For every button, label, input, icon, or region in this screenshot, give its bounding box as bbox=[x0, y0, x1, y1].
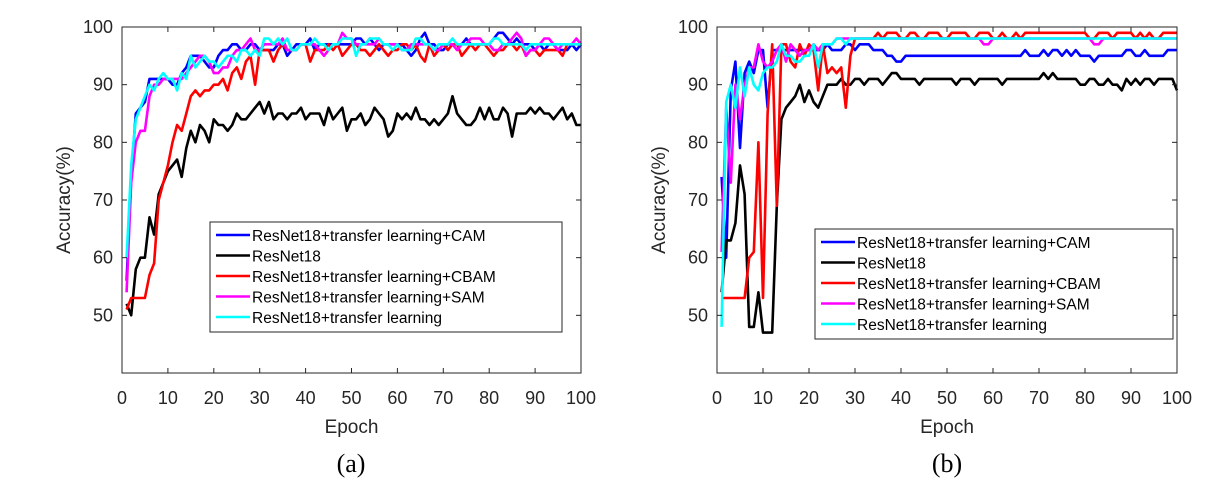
x-tick-label: 80 bbox=[479, 388, 499, 408]
x-tick-label: 20 bbox=[204, 388, 224, 408]
series-line-0 bbox=[720, 42, 1177, 260]
y-tick-label: 50 bbox=[93, 305, 113, 325]
x-tick-label: 60 bbox=[983, 388, 1003, 408]
y-tick-label: 100 bbox=[678, 17, 708, 37]
series-line-1 bbox=[125, 94, 581, 317]
series-lines bbox=[720, 31, 1179, 334]
x-axis: 0 10 20 30 40 50 60 70 80 90 100 bbox=[117, 27, 596, 408]
y-axis-label: Accuracy(%) bbox=[649, 146, 670, 254]
legend: ResNet18+transfer learning+CAM ResNet18 Re… bbox=[814, 228, 1174, 340]
x-tick-label: 50 bbox=[937, 388, 957, 408]
x-tick-label: 60 bbox=[387, 388, 407, 408]
legend-entry: ResNet18 bbox=[857, 256, 926, 273]
y-tick-label: 60 bbox=[93, 248, 113, 268]
x-tick-label: 20 bbox=[799, 388, 819, 408]
y-tick-label: 60 bbox=[688, 248, 708, 268]
x-tick-label: 70 bbox=[433, 388, 453, 408]
x-tick-label: 30 bbox=[845, 388, 865, 408]
legend-box bbox=[814, 228, 1174, 340]
series-line-2 bbox=[721, 31, 1177, 300]
series-lines bbox=[125, 31, 583, 317]
legend-box bbox=[209, 221, 563, 333]
x-axis: 0 10 20 30 40 50 60 70 80 90 100 bbox=[712, 27, 1192, 408]
y-axis: 50 60 70 80 90 100 bbox=[678, 17, 1177, 325]
x-tick-label: 0 bbox=[712, 388, 722, 408]
x-tick-label: 90 bbox=[1121, 388, 1141, 408]
y-tick-label: 70 bbox=[93, 190, 113, 210]
y-axis-label: Accuracy(%) bbox=[54, 146, 75, 254]
x-axis-label: Epoch bbox=[325, 417, 379, 438]
legend-entry: ResNet18+transfer learning+SAM bbox=[857, 297, 1090, 314]
legend: ResNet18+transfer learning+CAM ResNet18 Re… bbox=[209, 221, 563, 333]
y-tick-label: 100 bbox=[83, 17, 113, 37]
x-tick-label: 100 bbox=[1162, 388, 1192, 408]
x-tick-label: 90 bbox=[525, 388, 545, 408]
x-tick-label: 0 bbox=[117, 388, 127, 408]
legend-entry: ResNet18 bbox=[252, 249, 321, 266]
x-tick-label: 10 bbox=[158, 388, 178, 408]
x-tick-label: 50 bbox=[341, 388, 361, 408]
y-tick-label: 80 bbox=[93, 132, 113, 152]
panel-caption: (b) bbox=[932, 449, 962, 478]
x-tick-label: 80 bbox=[1075, 388, 1095, 408]
x-tick-label: 100 bbox=[566, 388, 596, 408]
x-tick-label: 10 bbox=[753, 388, 773, 408]
legend-entry: ResNet18+transfer learning+CAM bbox=[857, 235, 1090, 252]
x-tick-label: 70 bbox=[1029, 388, 1049, 408]
legend-entry: ResNet18+transfer learning+CBAM bbox=[857, 276, 1101, 293]
x-tick-label: 40 bbox=[891, 388, 911, 408]
legend-entry: ResNet18+transfer learning+CAM bbox=[252, 228, 485, 245]
legend-entry: ResNet18+transfer learning+SAM bbox=[252, 290, 485, 307]
chart-panel-a: 0 10 20 30 40 50 60 70 80 90 100 50 60 70 80 90 100 Epo… bbox=[54, 17, 596, 478]
x-tick-label: 40 bbox=[296, 388, 316, 408]
x-axis-label: Epoch bbox=[920, 417, 974, 438]
series-line-3 bbox=[720, 37, 1177, 252]
y-tick-label: 80 bbox=[688, 132, 708, 152]
panel-caption: (a) bbox=[337, 449, 366, 478]
y-tick-label: 90 bbox=[93, 75, 113, 95]
y-tick-label: 50 bbox=[688, 305, 708, 325]
series-line-4 bbox=[125, 37, 581, 258]
series-line-4 bbox=[720, 37, 1177, 327]
series-line-1 bbox=[720, 71, 1179, 334]
x-tick-label: 30 bbox=[250, 388, 270, 408]
legend-entry: ResNet18+transfer learning+CBAM bbox=[252, 269, 496, 286]
legend-entry: ResNet18+transfer learning bbox=[857, 317, 1047, 334]
legend-entry: ResNet18+transfer learning bbox=[252, 310, 442, 327]
y-tick-label: 90 bbox=[688, 75, 708, 95]
y-tick-label: 70 bbox=[688, 190, 708, 210]
y-axis: 50 60 70 80 90 100 bbox=[83, 17, 581, 325]
chart-panel-b: 0 10 20 30 40 50 60 70 80 90 100 50 60 70 80 90 100 Epo… bbox=[649, 17, 1192, 478]
